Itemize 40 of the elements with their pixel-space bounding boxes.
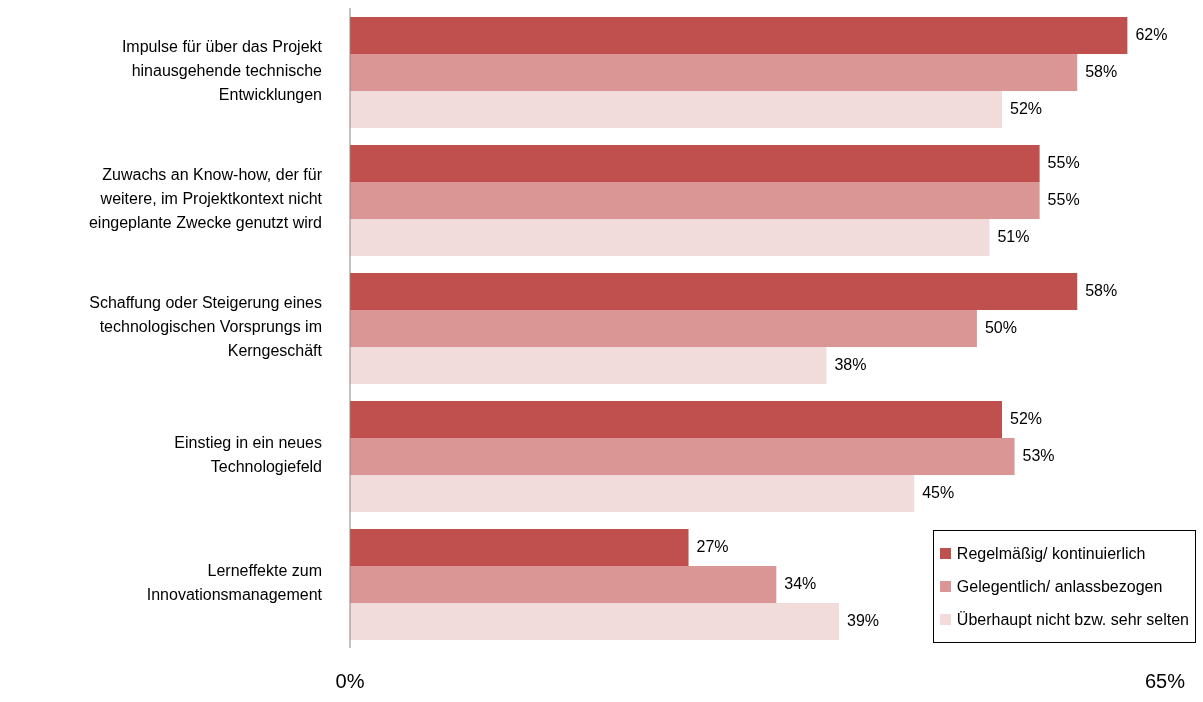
bar: [350, 346, 827, 384]
data-label: 51%: [997, 227, 1030, 245]
bar: [350, 309, 977, 347]
legend-label: Regelmäßig/ kontinuierlich: [956, 544, 1146, 563]
bar: [350, 53, 1078, 91]
legend-label: Gelegentlich/ anlassbezogen: [956, 577, 1163, 596]
bar: [350, 528, 689, 566]
x-tick-label: 65%: [1144, 670, 1186, 693]
data-label: 53%: [1022, 446, 1055, 464]
legend-label: Überhaupt nicht bzw. sehr selten: [956, 610, 1189, 629]
data-label: 58%: [1085, 62, 1118, 80]
data-label: 62%: [1135, 25, 1168, 43]
bar: [350, 565, 777, 603]
bar: [350, 90, 1002, 128]
data-label: 52%: [1010, 409, 1043, 427]
bar: [350, 181, 1040, 219]
bar: [350, 272, 1078, 310]
data-label: 55%: [1047, 153, 1080, 171]
bar: [350, 474, 915, 512]
y-tick-label: Schaffung oder Steigerung eines technologischen Vorsprungs im Kerngeschäft: [89, 294, 323, 360]
y-tick-label: Zuwachs an Know-how, der für weitere, im Projektkontext nicht eingeplante Zwecke genutzt wird: [88, 166, 323, 232]
bar: [350, 437, 1015, 475]
data-label: 45%: [922, 483, 955, 501]
data-label: 27%: [696, 537, 729, 555]
data-label: 34%: [784, 574, 817, 592]
bar: [350, 400, 1002, 438]
bar: [350, 144, 1040, 182]
data-label: 55%: [1047, 190, 1080, 208]
data-label: 39%: [847, 611, 880, 629]
x-tick-label: 0%: [335, 670, 365, 693]
y-tick-label: Lerneffekte zum Innovationsmanagement: [146, 562, 323, 604]
data-label: 50%: [984, 318, 1017, 336]
data-label: 52%: [1010, 99, 1043, 117]
y-tick-label: Einstieg in ein neues Technologiefeld: [174, 434, 322, 476]
y-tick-label: Impulse für über das Projekt hinausgehende technische Entwicklungen: [121, 38, 323, 104]
bar: [350, 218, 990, 256]
bar: [350, 602, 839, 640]
data-label: 38%: [834, 355, 867, 373]
data-label: 58%: [1085, 281, 1118, 299]
bar: [350, 16, 1128, 54]
